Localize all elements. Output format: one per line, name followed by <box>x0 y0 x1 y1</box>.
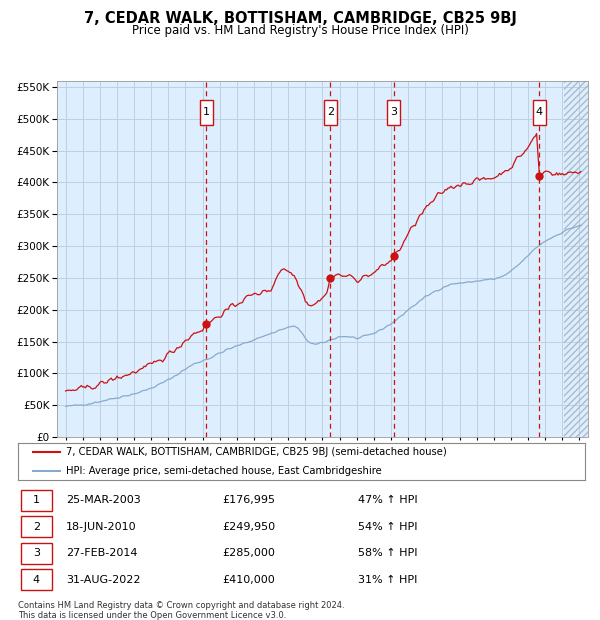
FancyBboxPatch shape <box>21 569 52 590</box>
FancyBboxPatch shape <box>200 100 213 125</box>
Text: £410,000: £410,000 <box>222 575 275 585</box>
FancyBboxPatch shape <box>21 490 52 511</box>
Text: 3: 3 <box>33 548 40 559</box>
Text: 4: 4 <box>33 575 40 585</box>
Text: 54% ↑ HPI: 54% ↑ HPI <box>358 522 418 532</box>
Text: 25-MAR-2003: 25-MAR-2003 <box>66 495 141 505</box>
Text: 4: 4 <box>536 107 543 117</box>
Text: 18-JUN-2010: 18-JUN-2010 <box>66 522 137 532</box>
Text: Contains HM Land Registry data © Crown copyright and database right 2024.: Contains HM Land Registry data © Crown c… <box>18 601 344 611</box>
Text: 58% ↑ HPI: 58% ↑ HPI <box>358 548 418 559</box>
Text: 27-FEB-2014: 27-FEB-2014 <box>66 548 137 559</box>
FancyBboxPatch shape <box>388 100 400 125</box>
Text: 47% ↑ HPI: 47% ↑ HPI <box>358 495 418 505</box>
Text: 3: 3 <box>390 107 397 117</box>
Text: 31% ↑ HPI: 31% ↑ HPI <box>358 575 418 585</box>
Text: Price paid vs. HM Land Registry's House Price Index (HPI): Price paid vs. HM Land Registry's House … <box>131 24 469 37</box>
Text: HPI: Average price, semi-detached house, East Cambridgeshire: HPI: Average price, semi-detached house,… <box>66 466 382 476</box>
FancyBboxPatch shape <box>21 543 52 564</box>
Text: £285,000: £285,000 <box>222 548 275 559</box>
FancyBboxPatch shape <box>324 100 337 125</box>
Text: £249,950: £249,950 <box>222 522 275 532</box>
Text: 1: 1 <box>203 107 210 117</box>
FancyBboxPatch shape <box>533 100 546 125</box>
Text: £176,995: £176,995 <box>222 495 275 505</box>
Bar <box>563 81 588 437</box>
Text: 31-AUG-2022: 31-AUG-2022 <box>66 575 140 585</box>
FancyBboxPatch shape <box>21 516 52 537</box>
Text: 2: 2 <box>327 107 334 117</box>
Text: 2: 2 <box>33 522 40 532</box>
Text: This data is licensed under the Open Government Licence v3.0.: This data is licensed under the Open Gov… <box>18 611 286 620</box>
Text: 7, CEDAR WALK, BOTTISHAM, CAMBRIDGE, CB25 9BJ (semi-detached house): 7, CEDAR WALK, BOTTISHAM, CAMBRIDGE, CB2… <box>66 447 447 457</box>
Text: 7, CEDAR WALK, BOTTISHAM, CAMBRIDGE, CB25 9BJ: 7, CEDAR WALK, BOTTISHAM, CAMBRIDGE, CB2… <box>83 11 517 26</box>
Text: 1: 1 <box>33 495 40 505</box>
